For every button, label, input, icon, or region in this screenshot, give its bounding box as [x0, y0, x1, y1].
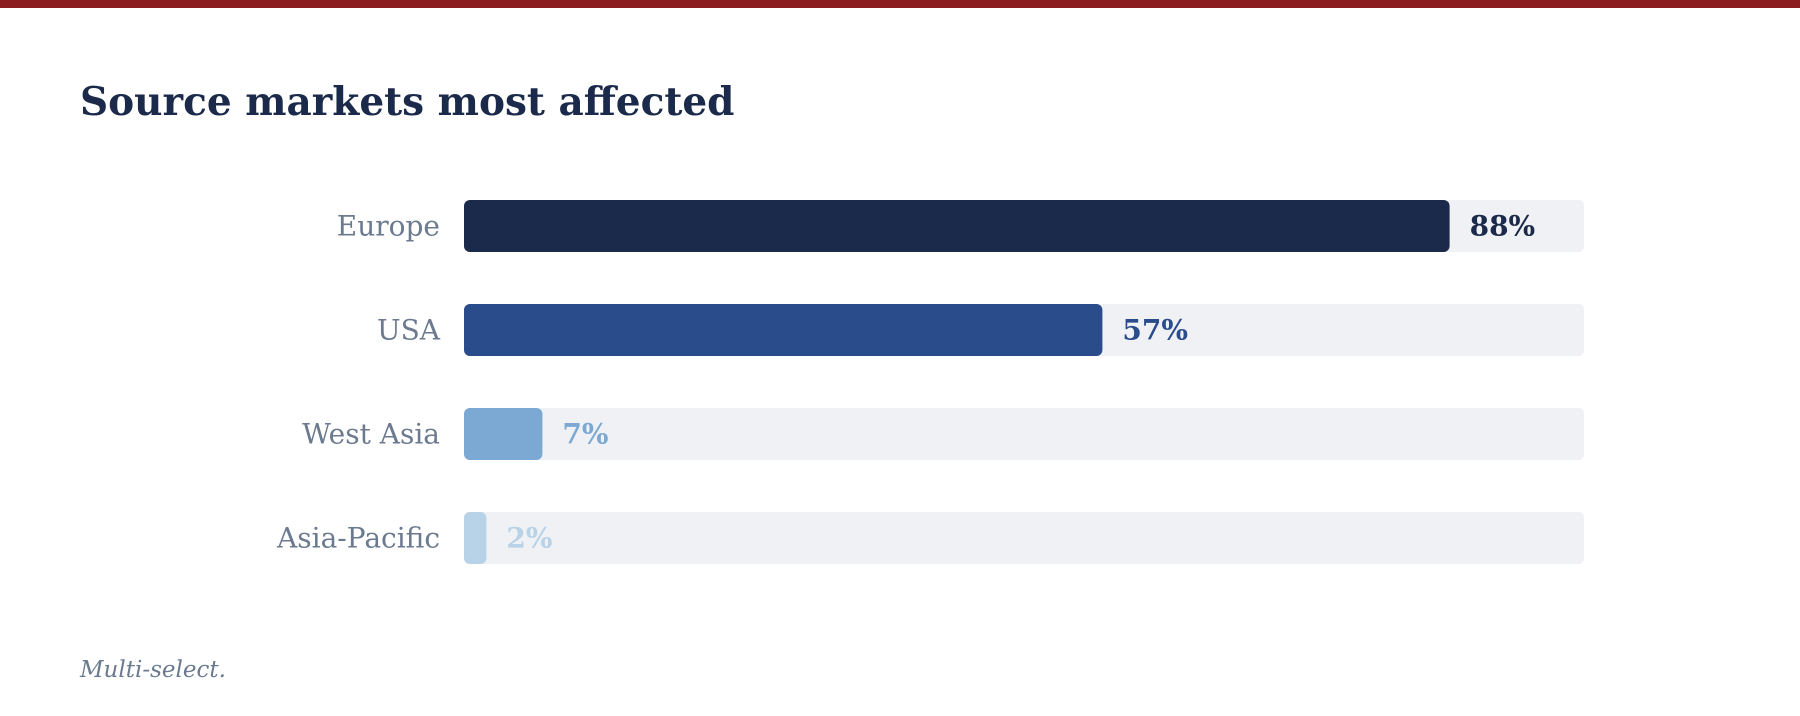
chart-title: Source markets most affected [80, 79, 735, 125]
bar-row-asia-pacific: Asia-Pacific 2% [276, 512, 1584, 564]
bar-row-usa: USA 57% [377, 304, 1584, 356]
value-label: 88% [1470, 210, 1536, 243]
bar-track [464, 408, 1584, 460]
top-accent-rule [0, 0, 1800, 8]
value-label: 2% [506, 522, 552, 555]
footnote: Multi-select. [80, 657, 226, 683]
value-label: 7% [562, 418, 608, 451]
value-label: 57% [1122, 314, 1188, 347]
bar-track [464, 512, 1584, 564]
bar [464, 200, 1450, 252]
category-label: Europe [337, 210, 440, 243]
bar [464, 304, 1103, 356]
bar [464, 512, 487, 564]
bar-row-west-asia: West Asia 7% [302, 408, 1584, 460]
category-label: Asia-Pacific [276, 522, 440, 555]
bar [464, 408, 543, 460]
bar-row-europe: Europe 88% [337, 200, 1584, 252]
category-label: USA [377, 314, 441, 347]
category-label: West Asia [302, 418, 440, 451]
